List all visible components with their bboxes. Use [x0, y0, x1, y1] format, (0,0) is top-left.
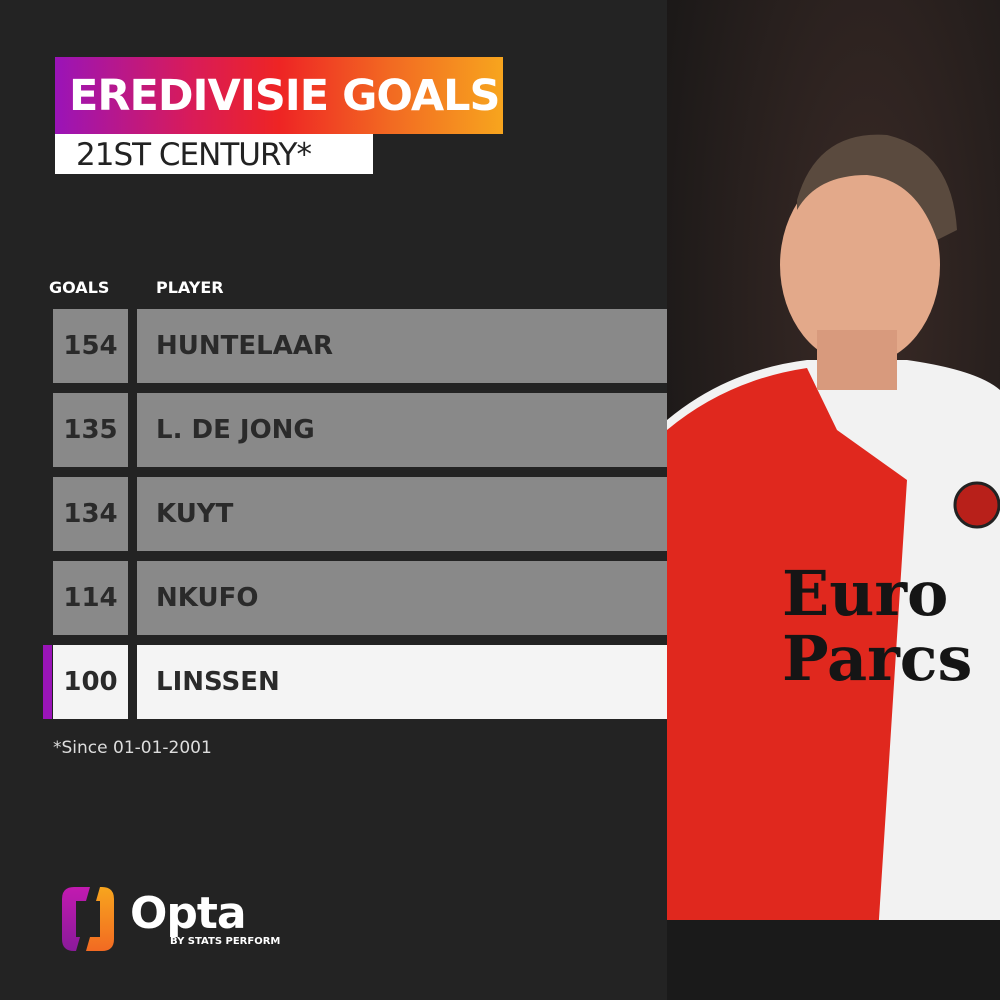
player-cell: HUNTELAAR	[137, 309, 667, 383]
table-row: 135 L. DE JONG	[0, 393, 667, 467]
title-banner: EREDIVISIE GOALS	[55, 57, 503, 134]
table-row: 134 KUYT	[0, 477, 667, 551]
goals-cell: 134	[53, 477, 128, 551]
subtitle-banner: 21ST CENTURY*	[55, 134, 373, 174]
player-cell: LINSSEN	[137, 645, 667, 719]
brand-byline: BY STATS PERFORM	[170, 936, 281, 947]
column-header-goals: GOALS	[49, 278, 110, 297]
footnote: *Since 01-01-2001	[53, 738, 212, 758]
player-cell: KUYT	[137, 477, 667, 551]
goals-cell: 154	[53, 309, 128, 383]
player-cell: NKUFO	[137, 561, 667, 635]
brand-name: Opta	[130, 888, 247, 939]
player-cell: L. DE JONG	[137, 393, 667, 467]
page-subtitle: 21ST CENTURY*	[76, 137, 312, 173]
table-row: 114 NKUFO	[0, 561, 667, 635]
svg-text:Euro: Euro	[782, 557, 948, 630]
page-title: EREDIVISIE GOALS	[69, 71, 500, 121]
player-photo: Euro Parcs	[667, 0, 1000, 1000]
table-row: 154 HUNTELAAR	[0, 309, 667, 383]
goals-cell: 114	[53, 561, 128, 635]
table-row-highlighted: 100 LINSSEN	[0, 645, 667, 719]
column-header-player: PLAYER	[156, 278, 224, 297]
goals-cell: 100	[53, 645, 128, 719]
highlight-bar	[43, 645, 52, 719]
svg-text:Parcs: Parcs	[782, 622, 972, 695]
goals-cell: 135	[53, 393, 128, 467]
opta-logo-icon	[62, 887, 114, 951]
